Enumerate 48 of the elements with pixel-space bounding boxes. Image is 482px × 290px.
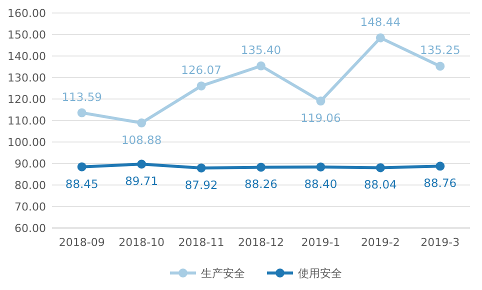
y-tick-label: 120.00 bbox=[8, 93, 46, 106]
x-tick-label: 2019-1 bbox=[301, 236, 340, 249]
data-label: 113.59 bbox=[62, 90, 102, 104]
y-tick-label: 90.00 bbox=[14, 158, 46, 170]
point bbox=[436, 162, 445, 171]
data-label: 119.06 bbox=[300, 111, 341, 126]
y-tick-label: 100.00 bbox=[8, 136, 46, 149]
x-tick-label: 2018-11 bbox=[178, 236, 224, 249]
point bbox=[316, 162, 326, 172]
data-label: 135.40 bbox=[240, 42, 282, 57]
point bbox=[196, 81, 206, 90]
y-tick-label: 60.00 bbox=[14, 222, 46, 235]
y-tick-label: 80.00 bbox=[14, 179, 46, 192]
legend-label: 生产安全 bbox=[201, 267, 245, 280]
x-tick-label: 2018-12 bbox=[238, 236, 284, 249]
y-tick-label: 130.00 bbox=[8, 72, 46, 84]
data-label: 88.76 bbox=[424, 176, 457, 190]
y-tick-label: 160.00 bbox=[8, 7, 46, 20]
data-label: 88.45 bbox=[65, 176, 98, 191]
point bbox=[256, 61, 266, 70]
data-label: 87.92 bbox=[184, 178, 218, 192]
data-label: 89.71 bbox=[125, 174, 158, 188]
point bbox=[316, 96, 326, 106]
point bbox=[376, 33, 385, 42]
x-tick-label: 2018-10 bbox=[118, 236, 165, 249]
x-tick-label: 2019-3 bbox=[420, 236, 460, 249]
y-tick-label: 110.00 bbox=[8, 114, 46, 128]
point bbox=[77, 162, 86, 172]
point bbox=[77, 108, 86, 118]
data-label: 88.40 bbox=[304, 176, 338, 191]
point bbox=[137, 160, 146, 169]
x-tick-label: 2018-09 bbox=[58, 236, 105, 249]
data-label: 135.25 bbox=[420, 43, 460, 58]
point bbox=[436, 62, 445, 71]
point bbox=[196, 163, 206, 172]
data-label: 126.07 bbox=[181, 62, 222, 77]
data-label: 88.26 bbox=[244, 177, 278, 192]
data-label: 148.44 bbox=[360, 14, 401, 29]
data-label: 88.04 bbox=[364, 178, 397, 192]
legend-label: 使用安全 bbox=[298, 267, 342, 280]
point bbox=[256, 162, 266, 172]
data-label: 108.88 bbox=[121, 132, 162, 147]
point bbox=[376, 163, 385, 172]
y-tick-label: 70.00 bbox=[14, 200, 46, 214]
x-tick-label: 2019-2 bbox=[360, 236, 400, 249]
y-tick-label: 140.00 bbox=[8, 50, 46, 63]
point bbox=[137, 118, 146, 128]
y-tick-label: 150.00 bbox=[8, 28, 46, 42]
